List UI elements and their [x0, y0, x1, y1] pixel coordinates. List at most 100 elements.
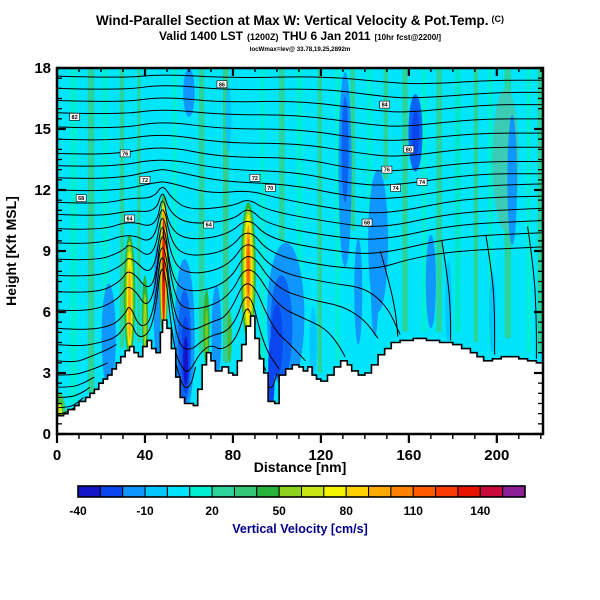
pot-temp-contour-line — [57, 181, 543, 214]
pot-temp-contours-layer — [57, 74, 543, 416]
pot-temp-contour-line — [57, 97, 543, 113]
plot-frame — [55, 66, 545, 436]
velocity-cell — [227, 309, 232, 363]
contour-label-box — [75, 194, 87, 202]
colorbar-segment — [435, 485, 459, 498]
contour-label-box — [361, 218, 373, 227]
pot-temp-contour-line — [57, 122, 543, 141]
colorbar-segment — [368, 485, 392, 498]
contour-label: 72 — [142, 178, 148, 184]
colorbar-segment — [122, 485, 146, 498]
pot-temp-contour-line — [57, 169, 543, 200]
y-axis-title: Height [Kft MSL] — [3, 196, 19, 306]
subtitle-valid: Valid 1400 LST — [159, 29, 244, 43]
annotation-text: locWmax=lev@ 33.78,19.25,2892m — [250, 46, 351, 53]
velocity-cell — [341, 96, 349, 203]
pot-temp-contour-line — [57, 247, 306, 362]
pot-temp-contour-line — [57, 74, 543, 85]
pot-temp-contour-line — [57, 257, 280, 370]
pot-temp-contour-line — [57, 269, 267, 372]
colorbar-segment — [211, 485, 235, 498]
colorbar-tick-label: 20 — [205, 504, 219, 518]
colorbar-tick-label: 80 — [340, 504, 354, 518]
title-main-text: Wind-Parallel Section at Max W: Vertical… — [96, 13, 488, 28]
pot-temp-contour-line — [57, 376, 95, 388]
pot-temp-contour-line — [57, 344, 117, 363]
pot-temp-contour-line — [441, 240, 452, 341]
colorbar-segment — [166, 485, 191, 498]
velocity-cell — [411, 110, 420, 156]
colorbar-segment — [412, 485, 437, 498]
pot-temp-contour-line — [57, 159, 543, 186]
velocity-cell — [101, 283, 116, 390]
velocity-cell — [211, 285, 222, 380]
colorbar-segment — [99, 485, 124, 498]
contour-label: 68 — [364, 221, 370, 227]
colorbar-tick-label: 50 — [272, 504, 286, 518]
velocity-streak — [473, 68, 479, 343]
colorbar: -40 -10 20 50 80 110 140 — [69, 485, 526, 518]
contour-label: 76 — [122, 151, 128, 157]
contour-label: 74 — [393, 186, 400, 192]
contour-label-box — [124, 214, 135, 223]
contour-label-box — [379, 100, 390, 109]
pot-temp-contour-line — [57, 217, 401, 335]
pot-temp-contour-line — [57, 209, 543, 269]
colorbar-segment — [390, 485, 414, 498]
velocity-cell — [183, 68, 195, 117]
contour-label: 64 — [206, 223, 213, 229]
y-tick-label: 12 — [34, 182, 51, 199]
contour-label: 68 — [78, 196, 84, 202]
x-tick-label: 120 — [308, 447, 333, 464]
velocity-cell — [143, 293, 147, 351]
velocity-cell — [268, 336, 275, 410]
pot-temp-contour-line — [485, 234, 496, 355]
colorbar-segment — [345, 485, 370, 498]
contour-label: 84 — [382, 103, 389, 109]
contour-label: 82 — [72, 115, 78, 121]
colorbar-segment — [457, 485, 481, 498]
velocity-streak — [198, 68, 205, 353]
colorbar-tick-label: -40 — [69, 504, 87, 518]
velocity-cell — [225, 86, 232, 152]
velocity-cell — [507, 114, 518, 245]
contour-labels-layer: 82 76 72 68 64 64 72 70 84 80 76 74 74 68 86 — [69, 80, 428, 229]
velocity-streak — [455, 68, 461, 333]
colorbar-segment — [301, 485, 325, 498]
subtitle: Valid 1400 LST (1200Z) THU 6 Jan 2011 [10hr… — [159, 29, 441, 43]
subtitle-fcst: [10hr fcst@2200/] — [375, 33, 442, 42]
contour-label-box — [119, 149, 131, 158]
colorbar-segment — [256, 485, 280, 498]
contour-label-box — [416, 178, 428, 186]
colorbar-segment — [77, 485, 101, 498]
velocity-cell — [309, 307, 317, 378]
contour-label-box — [216, 80, 228, 89]
colorbar-segment — [144, 485, 168, 498]
terrain-outline — [57, 315, 543, 417]
pot-temp-contour-line — [57, 134, 543, 157]
contour-label-box — [139, 176, 151, 184]
pot-temp-contour-line — [57, 386, 91, 398]
contour-label-box — [403, 145, 415, 154]
colorbar-segment — [323, 485, 347, 498]
pot-temp-contour-line — [379, 250, 399, 337]
subtitle-date: THU 6 Jan 2011 — [283, 29, 371, 43]
page-title: Wind-Parallel Section at Max W: Vertical… — [96, 13, 504, 28]
velocity-streak — [422, 68, 427, 333]
x-tick-label: 200 — [484, 447, 509, 464]
velocity-cell — [247, 238, 250, 296]
terrain-silhouette — [57, 315, 543, 434]
colorbar-segment — [189, 485, 213, 498]
terrain-fill — [57, 316, 543, 434]
colorbar-border — [77, 485, 526, 498]
x-tick-label: 0 — [53, 447, 61, 464]
y-tick-label: 15 — [34, 121, 51, 138]
contour-label-box — [381, 165, 393, 174]
velocity-cell — [368, 169, 388, 312]
colorbar-tick-label: 140 — [470, 504, 490, 518]
x-axis-title: Distance [nm] — [254, 459, 347, 475]
velocity-streak — [70, 68, 77, 404]
contour-label: 74 — [419, 180, 426, 186]
velocity-streak — [279, 68, 285, 241]
